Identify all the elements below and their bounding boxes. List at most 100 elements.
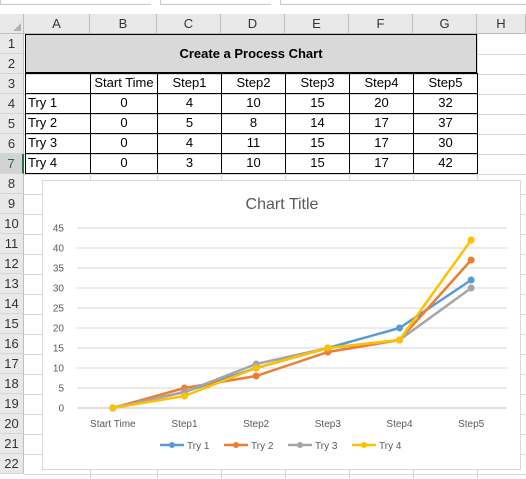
legend-label: Try 3 bbox=[315, 441, 338, 452]
table-border bbox=[90, 73, 91, 174]
row-header-10[interactable]: 10 bbox=[0, 214, 24, 234]
table-cell[interactable]: 42 bbox=[438, 155, 453, 170]
row-header-20[interactable]: 20 bbox=[0, 414, 24, 434]
column-header-e[interactable]: E bbox=[285, 14, 349, 34]
row-header-16[interactable]: 16 bbox=[0, 334, 24, 354]
table-border bbox=[157, 73, 158, 174]
table-cell[interactable]: 17 bbox=[374, 115, 389, 130]
table-cell[interactable]: 17 bbox=[374, 135, 389, 150]
legend-label: Try 4 bbox=[379, 441, 402, 452]
grid-line-horizontal bbox=[24, 474, 526, 475]
row-header-5[interactable]: 5 bbox=[0, 114, 24, 134]
table-cell[interactable]: 4 bbox=[185, 95, 194, 110]
table-header-cell[interactable]: Step5 bbox=[428, 75, 463, 90]
table-cell[interactable]: Try 4 bbox=[28, 155, 58, 170]
row-header-17[interactable]: 17 bbox=[0, 354, 24, 374]
table-cell[interactable]: Try 2 bbox=[28, 115, 58, 130]
grid-line-horizontal bbox=[24, 174, 526, 175]
sheet-title-cell[interactable]: Create a Process Chart bbox=[25, 34, 477, 73]
legend-item-try-4: Try 4 bbox=[352, 441, 402, 452]
table-header-cell[interactable]: Start Time bbox=[94, 75, 154, 90]
table-cell[interactable]: 5 bbox=[185, 115, 194, 130]
grid-line-horizontal bbox=[24, 114, 526, 115]
row-header-2[interactable]: 2 bbox=[0, 54, 24, 74]
table-cell[interactable]: Try 1 bbox=[28, 95, 58, 110]
x-tick-label: Step1 bbox=[171, 419, 198, 430]
table-cell[interactable]: 4 bbox=[185, 135, 194, 150]
row-header-21[interactable]: 21 bbox=[0, 434, 24, 454]
data-point bbox=[252, 372, 260, 380]
row-header-11[interactable]: 11 bbox=[0, 234, 24, 254]
column-header-d[interactable]: D bbox=[221, 14, 285, 34]
table-cell[interactable]: 3 bbox=[185, 155, 194, 170]
x-tick-label: Step2 bbox=[243, 419, 270, 430]
table-header-cell[interactable] bbox=[25, 73, 90, 93]
table-header-cell[interactable]: Step4 bbox=[364, 75, 399, 90]
row-header-14[interactable]: 14 bbox=[0, 294, 24, 314]
row-header-19[interactable]: 19 bbox=[0, 394, 24, 414]
legend-item-try-2: Try 2 bbox=[224, 441, 274, 452]
row-header-3[interactable]: 3 bbox=[0, 74, 24, 94]
column-header-h[interactable]: H bbox=[477, 14, 526, 34]
grid-line-horizontal bbox=[24, 134, 526, 135]
table-cell[interactable]: 32 bbox=[438, 95, 453, 110]
table-cell[interactable]: 10 bbox=[246, 155, 261, 170]
table-cell[interactable]: Try 3 bbox=[28, 135, 58, 150]
legend-marker bbox=[297, 442, 303, 448]
column-header-f[interactable]: F bbox=[349, 14, 413, 34]
series-line bbox=[111, 258, 473, 410]
row-header-13[interactable]: 13 bbox=[0, 274, 24, 294]
line-chart[interactable]: Chart Title 0 5 10 15 20 25 30 35 40 45 Start Time S… bbox=[42, 180, 521, 470]
table-cell[interactable]: 11 bbox=[246, 135, 261, 150]
data-point bbox=[467, 276, 475, 284]
table-cell[interactable]: 8 bbox=[249, 115, 258, 130]
legend-item-try-3: Try 3 bbox=[288, 441, 338, 452]
row-header-9[interactable]: 9 bbox=[0, 194, 24, 214]
table-cell[interactable]: 17 bbox=[374, 155, 389, 170]
row-header-12[interactable]: 12 bbox=[0, 254, 24, 274]
column-header-g[interactable]: G bbox=[413, 14, 477, 34]
chart-title: Chart Title bbox=[246, 196, 319, 213]
x-tick-label: Step4 bbox=[386, 419, 413, 430]
select-all-triangle-icon bbox=[13, 23, 21, 31]
table-header-cell[interactable]: Step1 bbox=[172, 75, 207, 90]
table-cell[interactable]: 15 bbox=[310, 95, 325, 110]
table-cell[interactable]: 0 bbox=[120, 155, 128, 170]
row-header-1[interactable]: 1 bbox=[0, 34, 24, 54]
table-cell[interactable]: 30 bbox=[438, 135, 453, 150]
grid-line-horizontal bbox=[24, 74, 526, 75]
table-header-cell[interactable]: Step3 bbox=[300, 75, 335, 90]
table-cell[interactable]: 15 bbox=[310, 135, 325, 150]
legend-item-try-1: Try 1 bbox=[160, 441, 210, 452]
row-header-8[interactable]: 8 bbox=[0, 174, 24, 194]
table-cell[interactable]: 37 bbox=[438, 115, 453, 130]
row-header-6[interactable]: 6 bbox=[0, 134, 24, 154]
column-header-c[interactable]: C bbox=[157, 14, 221, 34]
row-header-22[interactable]: 22 bbox=[0, 454, 24, 474]
table-border bbox=[221, 73, 222, 174]
column-header-b[interactable]: B bbox=[90, 14, 157, 34]
table-cell[interactable]: 10 bbox=[246, 95, 261, 110]
data-point bbox=[396, 336, 403, 344]
data-point bbox=[252, 364, 260, 372]
row-header-7[interactable]: 7 bbox=[0, 154, 24, 174]
table-border bbox=[285, 73, 286, 174]
table-border bbox=[25, 133, 477, 134]
column-header-a[interactable]: A bbox=[24, 14, 90, 34]
table-cell[interactable]: 0 bbox=[120, 95, 128, 110]
row-header-18[interactable]: 18 bbox=[0, 374, 24, 394]
grid-line-horizontal bbox=[24, 94, 526, 95]
select-all-corner[interactable] bbox=[0, 14, 24, 34]
table-cell[interactable]: 0 bbox=[120, 115, 128, 130]
data-point bbox=[181, 392, 188, 400]
table-cell[interactable]: 20 bbox=[374, 95, 389, 110]
y-tick-label: 30 bbox=[53, 284, 65, 295]
row-header-4[interactable]: 4 bbox=[0, 94, 24, 114]
table-cell[interactable]: 14 bbox=[310, 115, 325, 130]
table-cell[interactable]: 15 bbox=[310, 155, 325, 170]
x-tick-label: Start Time bbox=[90, 419, 136, 430]
y-tick-label: 0 bbox=[58, 404, 64, 415]
table-cell[interactable]: 0 bbox=[120, 135, 128, 150]
row-header-15[interactable]: 15 bbox=[0, 314, 24, 334]
table-header-cell[interactable]: Step2 bbox=[236, 75, 271, 90]
